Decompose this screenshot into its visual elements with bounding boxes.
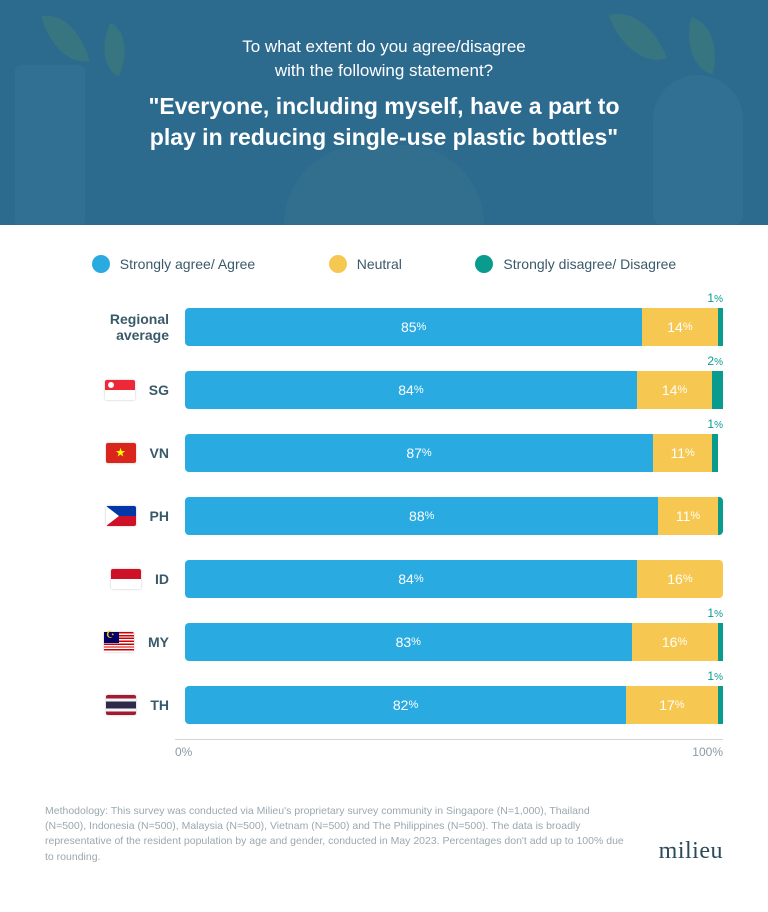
row-label: ID — [155, 571, 169, 587]
bar-segment: 14% — [637, 371, 712, 409]
row-label-wrap: TH — [55, 695, 185, 715]
chart-axis: 0% 100% — [175, 739, 723, 759]
chart-legend: Strongly agree/ Agree Neutral Strongly dis… — [45, 255, 723, 273]
row-label-wrap: MY — [55, 632, 185, 652]
bar-segment — [718, 497, 723, 535]
bar-segment — [718, 686, 723, 724]
flag-icon — [106, 443, 136, 463]
bar-segment — [712, 371, 723, 409]
row-label: SG — [149, 382, 169, 398]
bar-track: 88%11% — [185, 497, 723, 535]
bar-track: 83%16%1% — [185, 623, 723, 661]
chart-row: ID 84%16% — [55, 560, 723, 598]
chart-row: PH 88%11% — [55, 497, 723, 535]
infographic-container: To what extent do you agree/disagree wit… — [0, 0, 768, 900]
bar-segment: 85% — [185, 308, 642, 346]
axis-line — [175, 739, 723, 740]
row-label-wrap: VN — [55, 443, 185, 463]
bar-segment: 17% — [626, 686, 717, 724]
flag-icon — [106, 695, 136, 715]
bar-track: 85%14%1% — [185, 308, 723, 346]
axis-max-label: 100% — [692, 745, 723, 759]
flag-icon — [106, 506, 136, 526]
row-label: TH — [150, 697, 169, 713]
legend-item: Neutral — [329, 255, 402, 273]
legend-swatch — [475, 255, 493, 273]
stacked-bar-chart: Regionalaverage85%14%1%SG84%14%2%VN87%11… — [45, 308, 723, 724]
legend-item: Strongly disagree/ Disagree — [475, 255, 676, 273]
legend-swatch — [329, 255, 347, 273]
chart-row: TH 82%17%1% — [55, 686, 723, 724]
main-line: play in reducing single-use plastic bott… — [150, 124, 618, 150]
bar-segment: 83% — [185, 623, 632, 661]
bar-segment: 84% — [185, 371, 637, 409]
bar-segment: 16% — [632, 623, 718, 661]
legend-item: Strongly agree/ Agree — [92, 255, 255, 273]
hands-icon — [284, 145, 484, 225]
row-label-wrap: Regionalaverage — [55, 311, 185, 343]
bar-segment — [718, 308, 723, 346]
header-banner: To what extent do you agree/disagree wit… — [0, 0, 768, 225]
row-label-wrap: SG — [55, 380, 185, 400]
flag-icon — [105, 380, 135, 400]
bar-segment — [718, 623, 723, 661]
footer: Methodology: This survey was conducted v… — [0, 784, 768, 900]
brand-logo: milieu — [659, 838, 723, 865]
bar-outside-label: 1% — [707, 669, 723, 683]
row-label-wrap: ID — [55, 569, 185, 589]
legend-swatch — [92, 255, 110, 273]
bar-outside-label: 1% — [707, 417, 723, 431]
chart-row: SG 84%14%2% — [55, 371, 723, 409]
intro-line: with the following statement? — [275, 61, 493, 80]
bar-track: 84%16% — [185, 560, 723, 598]
main-line: "Everyone, including myself, have a part… — [148, 93, 619, 119]
bar-segment: 88% — [185, 497, 658, 535]
row-label-wrap: PH — [55, 506, 185, 526]
bar-segment: 11% — [658, 497, 717, 535]
bar-outside-label: 2% — [707, 354, 723, 368]
legend-label: Neutral — [357, 256, 402, 272]
bar-track: 82%17%1% — [185, 686, 723, 724]
methodology-text: Methodology: This survey was conducted v… — [45, 804, 629, 865]
bar-segment: 87% — [185, 434, 653, 472]
bar-track: 87%11%1% — [185, 434, 723, 472]
question-intro: To what extent do you agree/disagree wit… — [38, 35, 729, 83]
chart-section: Strongly agree/ Agree Neutral Strongly dis… — [0, 225, 768, 784]
chart-row: MY 83%16%1% — [55, 623, 723, 661]
header-text: To what extent do you agree/disagree wit… — [38, 35, 729, 153]
question-statement: "Everyone, including myself, have a part… — [38, 91, 729, 153]
bar-segment: 11% — [653, 434, 712, 472]
bar-segment: 82% — [185, 686, 626, 724]
row-label: VN — [150, 445, 169, 461]
bar-segment: 14% — [642, 308, 717, 346]
row-label: PH — [150, 508, 169, 524]
row-label: MY — [148, 634, 169, 650]
axis-min-label: 0% — [175, 745, 192, 759]
bar-track: 84%14%2% — [185, 371, 723, 409]
bar-outside-label: 1% — [707, 291, 723, 305]
bar-segment: 84% — [185, 560, 637, 598]
legend-label: Strongly agree/ Agree — [120, 256, 255, 272]
intro-line: To what extent do you agree/disagree — [242, 37, 526, 56]
legend-label: Strongly disagree/ Disagree — [503, 256, 676, 272]
bar-segment: 16% — [637, 560, 723, 598]
flag-icon — [104, 632, 134, 652]
chart-row: VN 87%11%1% — [55, 434, 723, 472]
flag-icon — [111, 569, 141, 589]
row-label: Regionalaverage — [110, 311, 169, 343]
bar-segment — [712, 434, 717, 472]
chart-row: Regionalaverage 85%14%1% — [55, 308, 723, 346]
bar-outside-label: 1% — [707, 606, 723, 620]
